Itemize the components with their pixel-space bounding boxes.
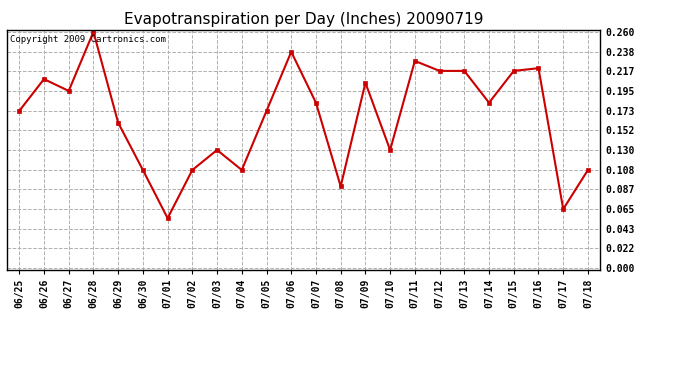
- Title: Evapotranspiration per Day (Inches) 20090719: Evapotranspiration per Day (Inches) 2009…: [124, 12, 484, 27]
- Text: Copyright 2009 Cartronics.com: Copyright 2009 Cartronics.com: [10, 35, 166, 44]
